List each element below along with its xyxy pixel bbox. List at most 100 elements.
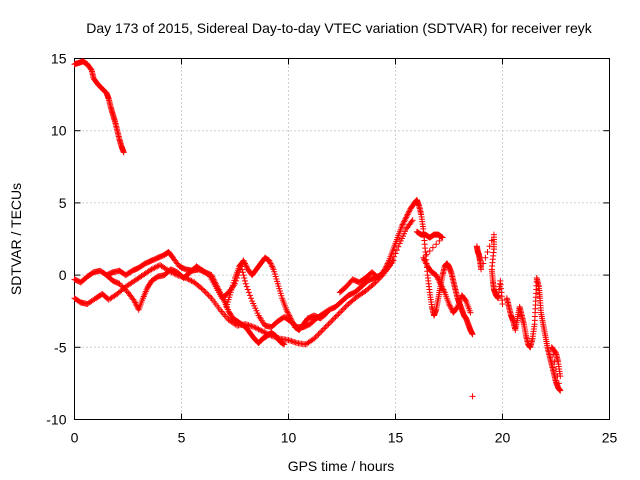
data-point [423,251,430,258]
data-point [326,319,333,326]
data-point [436,277,443,284]
data-point [328,318,335,325]
plot-frame [74,58,610,420]
data-point [261,329,268,336]
x-tick-label: 5 [178,430,186,446]
data-point [405,210,412,217]
data-point [336,309,343,316]
series-arc-d [103,248,288,348]
data-point [148,266,155,273]
data-point [341,305,348,312]
data-point [319,326,326,333]
data-point [324,322,331,329]
data-point [321,325,328,332]
data-point [480,260,487,267]
data-point [284,308,291,315]
series-arc-h [469,231,506,400]
data-point [557,373,564,380]
data-point [409,217,416,224]
data-point [248,295,255,302]
data-point [433,273,440,280]
data-point [244,286,251,293]
data-point [338,308,345,315]
data-point [381,266,388,273]
data-point [152,264,159,271]
data-point [199,286,206,293]
series-arc-f [336,197,476,338]
data-point [216,287,223,294]
y-tick-label: 10 [51,123,67,139]
data-point [285,311,292,318]
data-point [211,277,218,284]
chart-title: Day 173 of 2015, Sidereal Day-to-day VTE… [86,20,592,36]
data-point [437,280,444,287]
data-point [268,261,275,268]
data-point [131,298,138,305]
axis-ticks: 0 5 10 15 20 25 -10 -5 0 5 10 15 [46,51,617,446]
data-point [116,280,123,287]
data-point [239,266,246,273]
data-point [241,260,248,267]
data-point [266,257,273,264]
data-point [401,217,408,224]
data-point [343,302,350,309]
data-point [469,393,476,400]
data-point [252,324,259,331]
data-point [204,290,211,297]
data-point [209,273,216,280]
data-point [185,276,192,283]
y-tick-label: 5 [59,195,67,211]
data-point [404,211,411,218]
data-point [426,248,433,255]
data-point [239,269,246,276]
data-point [439,285,446,292]
data-point [242,261,249,268]
data-point [322,324,329,331]
data-point [259,328,266,335]
data-point [212,279,219,286]
data-point [240,257,247,264]
data-point [423,260,430,267]
data-point [434,274,441,281]
data-point [202,289,209,296]
data-point [254,325,261,332]
data-point [398,223,405,230]
data-point [286,313,293,320]
data-point [421,257,428,264]
data-point [242,280,249,287]
data-point [151,264,158,271]
data-point [382,264,389,271]
data-point [198,285,205,292]
data-point [266,259,273,266]
data-point [312,334,319,341]
series-arc-g [413,228,474,316]
data-point [329,316,336,323]
data-point [406,208,413,215]
data-point [401,218,408,225]
data-point [120,149,127,156]
data-point [243,283,250,290]
data-point [446,300,452,307]
data-points [71,58,564,400]
data-point [403,214,410,221]
data-point [281,341,288,348]
x-tick-label: 10 [281,430,297,446]
data-point [393,247,400,254]
x-axis-label: GPS time / hours [288,458,395,474]
data-point [441,287,448,294]
data-point [400,220,407,227]
data-point [287,315,294,322]
data-point [188,277,195,284]
data-point [245,289,252,296]
data-point [429,244,436,251]
data-point [436,237,443,244]
data-point [322,310,329,317]
data-point [255,326,262,333]
series-arc-i [503,274,564,394]
data-point [332,313,339,320]
data-point [201,287,208,294]
data-point [215,286,222,293]
data-point [557,387,564,394]
data-point [241,259,248,266]
data-point [214,283,221,290]
